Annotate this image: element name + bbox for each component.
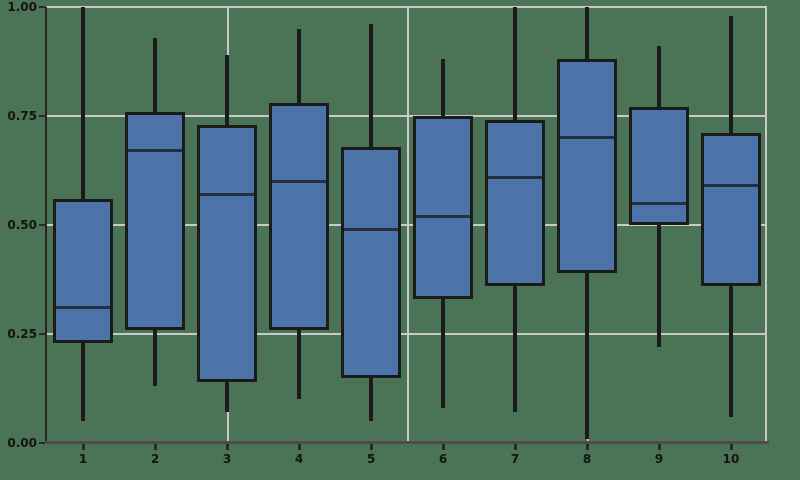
x-tick-mark bbox=[297, 444, 301, 450]
x-tick-label: 2 bbox=[150, 452, 160, 466]
box bbox=[485, 120, 545, 287]
median-line bbox=[704, 184, 758, 188]
median-line bbox=[344, 227, 398, 231]
x-tick-mark bbox=[153, 444, 157, 450]
box bbox=[125, 111, 185, 330]
y-axis-spine bbox=[45, 7, 47, 444]
median-line bbox=[488, 175, 542, 179]
x-axis-spine bbox=[45, 441, 769, 444]
gridline-vertical bbox=[765, 7, 767, 443]
x-tick-label: 4 bbox=[294, 452, 304, 466]
y-tick-mark bbox=[39, 224, 45, 226]
x-tick-label: 5 bbox=[366, 452, 376, 466]
gridline-vertical bbox=[407, 7, 409, 443]
median-line bbox=[56, 306, 110, 310]
y-tick-mark bbox=[39, 442, 45, 444]
x-tick-label: 10 bbox=[722, 452, 740, 466]
y-tick-mark bbox=[39, 115, 45, 117]
x-tick-mark bbox=[585, 444, 589, 450]
x-tick-mark bbox=[657, 444, 661, 450]
box bbox=[269, 102, 329, 330]
box bbox=[341, 146, 401, 378]
x-tick-label: 7 bbox=[510, 452, 520, 466]
box bbox=[197, 124, 257, 382]
y-tick-label: 0.75 bbox=[7, 109, 37, 123]
x-tick-label: 1 bbox=[78, 452, 88, 466]
x-tick-mark bbox=[81, 444, 85, 450]
y-tick-label: 1.00 bbox=[7, 0, 37, 14]
x-tick-mark bbox=[729, 444, 733, 450]
box bbox=[701, 133, 761, 287]
box bbox=[557, 59, 617, 273]
plot-area bbox=[47, 6, 767, 443]
y-tick-mark bbox=[39, 6, 45, 8]
x-tick-label: 8 bbox=[582, 452, 592, 466]
box bbox=[629, 107, 689, 225]
median-line bbox=[632, 201, 686, 205]
y-tick-mark bbox=[39, 333, 45, 335]
x-tick-mark bbox=[369, 444, 373, 450]
median-line bbox=[200, 192, 254, 196]
x-tick-label: 3 bbox=[222, 452, 232, 466]
x-tick-mark bbox=[225, 444, 229, 450]
box bbox=[413, 116, 473, 300]
y-tick-label: 0.00 bbox=[7, 436, 37, 450]
y-tick-label: 0.25 bbox=[7, 327, 37, 341]
median-line bbox=[272, 179, 326, 183]
x-tick-mark bbox=[513, 444, 517, 450]
median-line bbox=[128, 149, 182, 153]
x-tick-label: 6 bbox=[438, 452, 448, 466]
y-tick-label: 0.50 bbox=[7, 218, 37, 232]
x-tick-label: 9 bbox=[654, 452, 664, 466]
median-line bbox=[416, 214, 470, 218]
x-tick-mark bbox=[441, 444, 445, 450]
median-line bbox=[560, 136, 614, 140]
box bbox=[53, 198, 113, 343]
